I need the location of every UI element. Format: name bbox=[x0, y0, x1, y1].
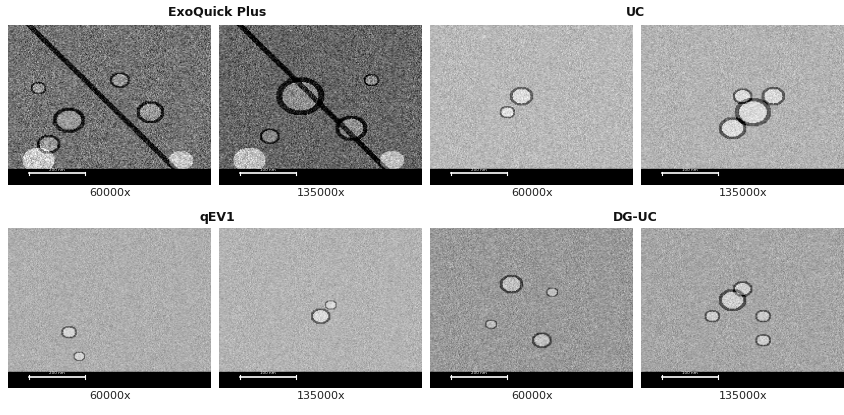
Text: 200 nm: 200 nm bbox=[49, 168, 65, 172]
Text: 100 nm: 100 nm bbox=[260, 371, 276, 375]
Text: DG-UC: DG-UC bbox=[613, 211, 657, 224]
Text: 60000x: 60000x bbox=[511, 188, 553, 198]
Text: ExoQuick Plus: ExoQuick Plus bbox=[168, 6, 267, 19]
Bar bbox=[641, 168, 844, 185]
Text: 60000x: 60000x bbox=[89, 188, 131, 198]
Bar bbox=[8, 372, 211, 388]
Bar bbox=[219, 168, 422, 185]
Text: 135000x: 135000x bbox=[718, 188, 767, 198]
Bar bbox=[8, 168, 211, 185]
Text: 100 nm: 100 nm bbox=[682, 168, 698, 172]
Bar bbox=[641, 372, 844, 388]
Text: UC: UC bbox=[625, 6, 645, 19]
Text: 100 nm: 100 nm bbox=[260, 168, 276, 172]
Text: 135000x: 135000x bbox=[296, 188, 345, 198]
Bar bbox=[430, 372, 633, 388]
Text: 60000x: 60000x bbox=[511, 391, 553, 401]
Text: 60000x: 60000x bbox=[89, 391, 131, 401]
Text: qEV1: qEV1 bbox=[199, 211, 235, 224]
Bar bbox=[430, 168, 633, 185]
Text: 135000x: 135000x bbox=[718, 391, 767, 401]
Text: 200 nm: 200 nm bbox=[49, 371, 65, 375]
Text: 200 nm: 200 nm bbox=[471, 168, 487, 172]
Text: 135000x: 135000x bbox=[296, 391, 345, 401]
Text: 100 nm: 100 nm bbox=[682, 371, 698, 375]
Text: 200 nm: 200 nm bbox=[471, 371, 487, 375]
Bar bbox=[219, 372, 422, 388]
